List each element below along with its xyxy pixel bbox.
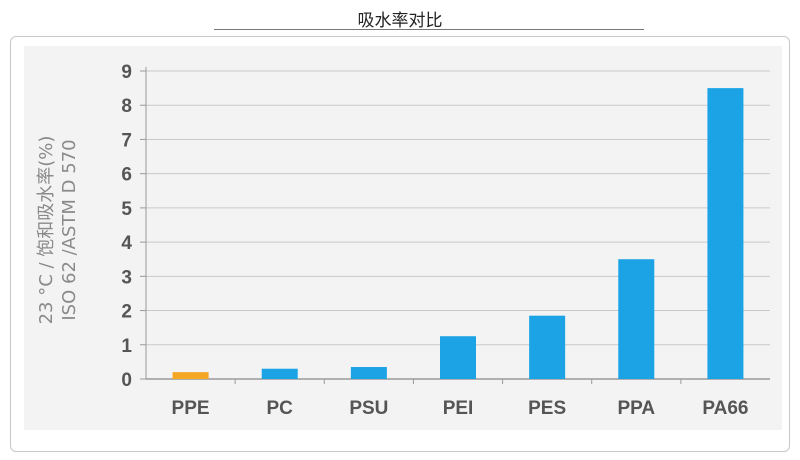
x-tick-label: PPA <box>617 398 655 419</box>
y-tick-label: 2 <box>121 302 132 323</box>
bar-pei <box>440 336 476 379</box>
y-tick-label: 7 <box>121 130 132 151</box>
y-tick-label: 1 <box>121 336 132 357</box>
y-tick-label: 6 <box>121 165 132 186</box>
plot-background <box>24 46 782 430</box>
y-tick-label: 4 <box>121 233 132 254</box>
x-tick-label: PES <box>528 398 566 419</box>
bar-pc <box>261 368 298 379</box>
x-tick-label: PSU <box>349 398 388 419</box>
bar-pes <box>529 315 566 379</box>
bar-ppa <box>618 259 655 379</box>
x-tick-label: PPE <box>172 398 210 419</box>
title-underline <box>214 29 644 30</box>
y-tick-label: 3 <box>121 267 132 288</box>
y-tick-label: 0 <box>121 370 132 391</box>
y-tick-label: 5 <box>121 199 132 220</box>
y-tick-label: 8 <box>121 96 132 117</box>
y-tick-label: 9 <box>121 62 132 83</box>
x-tick-label: PA66 <box>702 398 748 419</box>
bar-ppe <box>172 372 209 379</box>
bar-psu <box>350 367 387 379</box>
chart-title-bar: 吸水率对比 <box>0 0 800 34</box>
chart-title: 吸水率对比 <box>357 11 443 31</box>
bar-pa66 <box>707 88 744 379</box>
x-tick-label: PC <box>267 398 294 419</box>
x-tick-label: PEI <box>443 398 474 419</box>
